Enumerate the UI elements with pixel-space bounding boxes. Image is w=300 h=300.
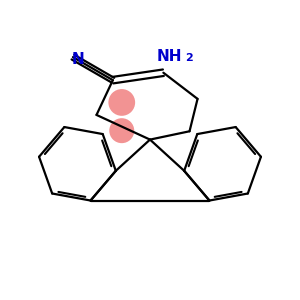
Text: 2: 2 [185,53,193,64]
Text: N: N [71,52,84,67]
Text: NH: NH [157,49,182,64]
Circle shape [108,89,135,116]
Circle shape [109,118,134,143]
